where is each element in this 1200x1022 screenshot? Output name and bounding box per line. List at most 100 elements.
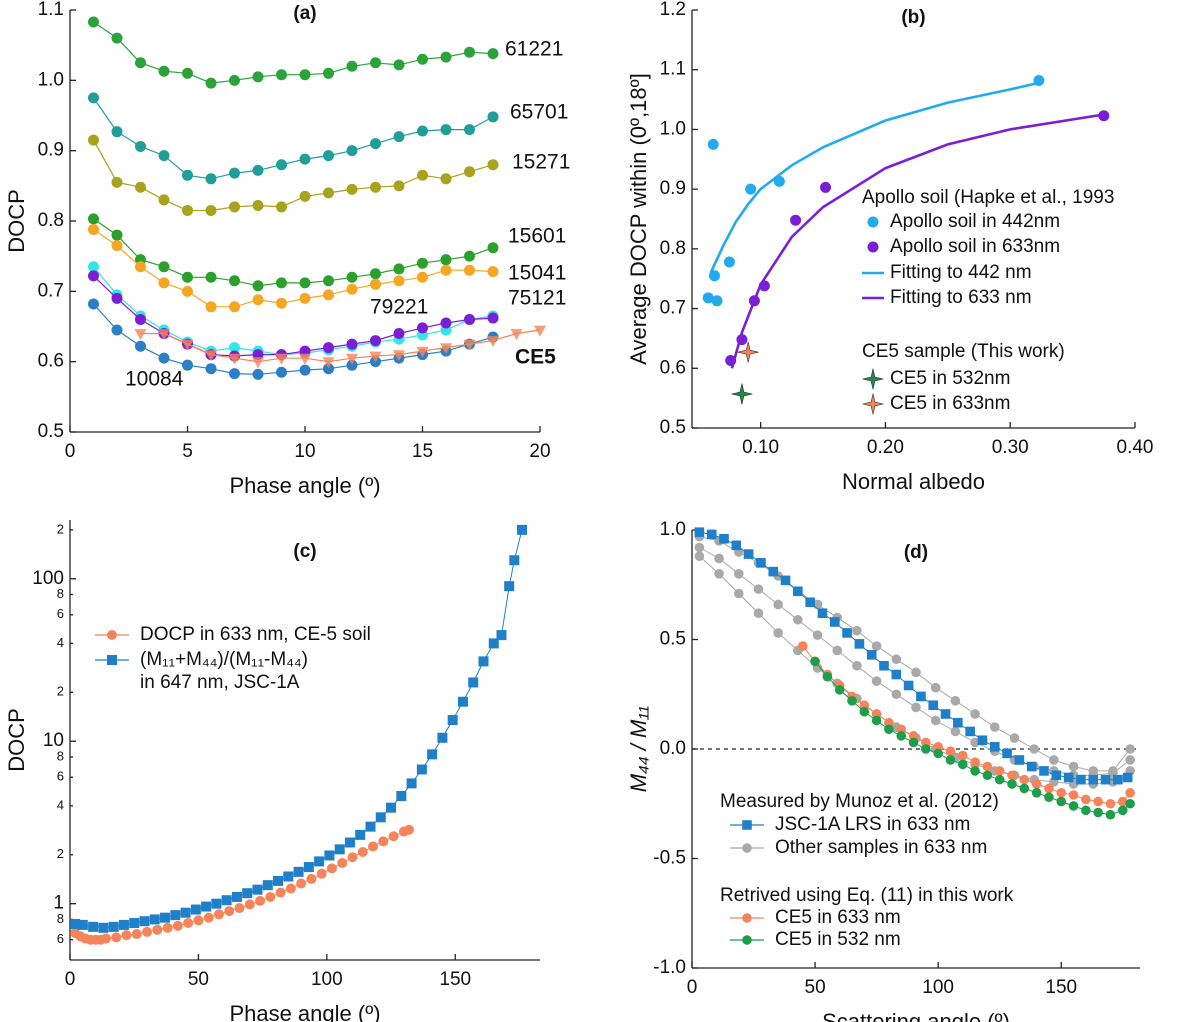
- marker: [743, 549, 754, 559]
- marker: [1031, 779, 1042, 789]
- marker: [464, 250, 475, 262]
- marker: [1014, 755, 1025, 765]
- marker: [753, 608, 764, 619]
- legend-text: CE5 in 633 nm: [775, 907, 901, 928]
- y-tick-label: 8: [57, 911, 64, 926]
- marker: [346, 283, 358, 295]
- marker: [1105, 809, 1116, 820]
- marker: [142, 926, 153, 937]
- marker: [190, 904, 201, 915]
- marker: [355, 829, 366, 840]
- marker: [965, 726, 975, 737]
- marker: [213, 909, 224, 920]
- marker: [982, 761, 993, 772]
- legend-text: JSC-1A LRS in 633 nm: [775, 814, 970, 835]
- series-label: 15271: [512, 151, 570, 174]
- legend-swatch: [862, 368, 884, 390]
- marker: [994, 774, 1005, 785]
- marker: [982, 770, 993, 781]
- marker: [487, 111, 499, 123]
- legend-swatch: [742, 935, 752, 945]
- marker: [299, 292, 311, 304]
- marker: [299, 153, 311, 165]
- marker: [896, 724, 907, 735]
- marker: [891, 669, 902, 680]
- marker: [1044, 783, 1054, 794]
- legend-swatch: [742, 820, 752, 830]
- marker: [229, 275, 240, 287]
- marker: [346, 271, 358, 283]
- marker: [832, 645, 843, 656]
- marker: [773, 175, 785, 187]
- marker: [283, 871, 294, 882]
- marker: [957, 759, 968, 770]
- series-line: [93, 21, 494, 84]
- marker: [299, 190, 311, 202]
- marker: [496, 630, 507, 641]
- marker: [930, 715, 941, 726]
- marker: [135, 340, 146, 352]
- y-axis-title: DOCP: [4, 189, 29, 253]
- marker: [945, 755, 956, 765]
- y-tick-label: 4: [57, 635, 64, 650]
- marker: [276, 366, 287, 378]
- marker: [468, 677, 479, 688]
- marker: [205, 173, 217, 185]
- marker: [346, 338, 358, 350]
- marker: [324, 850, 335, 861]
- marker: [440, 173, 452, 185]
- x-axis-title: Normal albedo: [842, 469, 985, 494]
- marker: [121, 930, 132, 941]
- marker: [370, 278, 381, 290]
- marker: [88, 223, 99, 235]
- marker: [299, 277, 311, 289]
- legend-text: CE5 in 532nm: [890, 368, 1010, 389]
- marker: [1044, 792, 1054, 802]
- series-line: [92, 139, 494, 212]
- legend-swatch: [107, 655, 117, 665]
- legend-text: in 647 nm, JSC-1A: [140, 672, 300, 693]
- legend-text: DOCP in 633 nm, CE-5 soil: [140, 624, 371, 645]
- marker: [854, 639, 865, 649]
- marker: [252, 200, 264, 212]
- series-label: CE5: [515, 346, 556, 369]
- marker: [859, 706, 870, 717]
- marker: [478, 656, 489, 667]
- y-tick-label: 8: [57, 748, 64, 763]
- marker: [970, 737, 980, 748]
- y-tick-label: 1.0: [660, 519, 686, 540]
- x-tick-label: 0: [65, 969, 76, 990]
- marker: [111, 176, 123, 188]
- y-tick-label: 6: [57, 606, 64, 621]
- marker: [100, 933, 111, 944]
- panel: (d) Scattering angle (º) M₄₄ / M₁₁ 0 50 100 15…: [626, 519, 1140, 1022]
- legend-title: Apollo soil (Hapke et al., 1993: [862, 187, 1114, 208]
- marker: [908, 737, 919, 748]
- marker: [135, 57, 146, 69]
- marker: [1088, 774, 1099, 785]
- marker: [417, 257, 428, 269]
- marker: [1002, 748, 1012, 759]
- y-tick-label: 0.5: [38, 421, 64, 442]
- marker: [1026, 761, 1037, 772]
- marker: [346, 183, 358, 195]
- marker: [229, 74, 240, 86]
- marker: [162, 922, 173, 933]
- marker: [440, 254, 452, 266]
- marker: [702, 292, 714, 304]
- marker: [911, 667, 921, 678]
- marker: [487, 266, 499, 278]
- marker: [517, 524, 528, 535]
- marker: [203, 912, 214, 923]
- marker: [447, 715, 458, 726]
- marker: [1100, 774, 1111, 785]
- marker: [714, 553, 724, 564]
- marker: [733, 588, 744, 599]
- marker: [457, 696, 468, 707]
- marker: [369, 351, 382, 363]
- y-tick-label: 1.1: [38, 0, 64, 20]
- marker: [88, 298, 99, 310]
- x-tick-label: 0.40: [1117, 437, 1154, 458]
- marker: [252, 71, 264, 83]
- marker: [847, 696, 857, 706]
